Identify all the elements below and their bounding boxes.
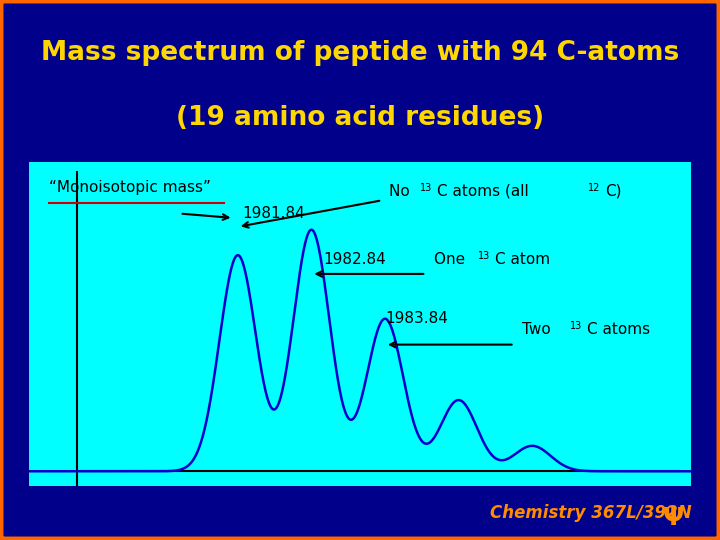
Text: 13: 13 <box>420 183 433 193</box>
Text: 13: 13 <box>478 251 490 261</box>
Text: “Monoisotopic mass”: “Monoisotopic mass” <box>49 180 210 195</box>
Text: 1981.84: 1981.84 <box>242 206 305 221</box>
Text: No: No <box>390 184 415 199</box>
Text: Mass spectrum of peptide with 94 C-atoms: Mass spectrum of peptide with 94 C-atoms <box>41 40 679 66</box>
Text: (19 amino acid residues): (19 amino acid residues) <box>176 105 544 131</box>
Text: 1982.84: 1982.84 <box>323 252 386 267</box>
Text: C atoms (all: C atoms (all <box>437 184 534 199</box>
Text: Ψ: Ψ <box>662 507 684 530</box>
Text: Chemistry 367L/392N: Chemistry 367L/392N <box>490 504 691 522</box>
Text: C atom: C atom <box>495 252 550 267</box>
Text: Two: Two <box>522 322 556 338</box>
Text: 13: 13 <box>570 321 582 332</box>
Text: 1983.84: 1983.84 <box>386 310 449 326</box>
Text: C): C) <box>605 184 621 199</box>
Text: One: One <box>433 252 469 267</box>
Text: 12: 12 <box>588 183 600 193</box>
Text: C atoms: C atoms <box>587 322 650 338</box>
